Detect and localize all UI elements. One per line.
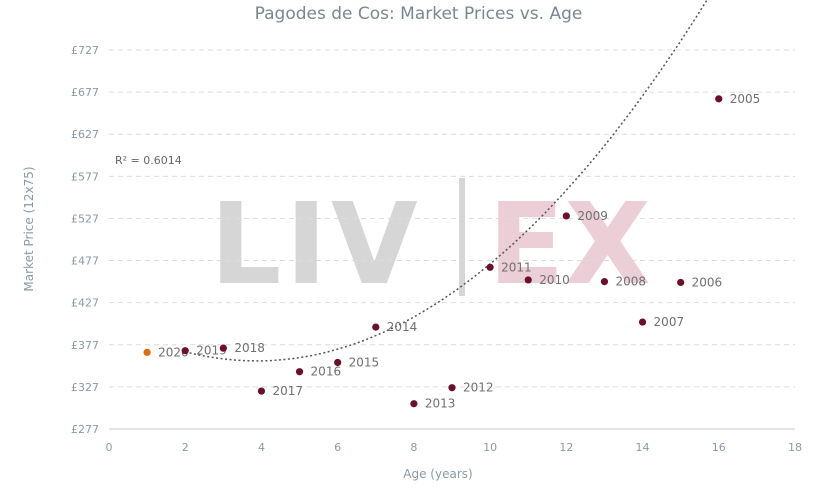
data-point	[219, 344, 227, 352]
x-tick-label: 2	[182, 441, 189, 454]
y-tick-label: £627	[71, 128, 99, 141]
data-label: 2015	[349, 355, 380, 369]
data-point	[334, 358, 342, 367]
data-point	[143, 348, 151, 356]
data-label: 2005	[730, 92, 761, 106]
trendline	[185, 0, 708, 362]
y-tick-label: £327	[71, 381, 99, 394]
data-label: 2014	[387, 320, 418, 334]
x-tick-label: 4	[258, 441, 265, 454]
x-tick-label: 10	[483, 441, 497, 454]
watermark: LIV EX	[210, 178, 651, 310]
x-tick-label: 16	[712, 441, 726, 454]
watermark-ex: EX	[488, 180, 651, 310]
data-label: 2008	[615, 275, 646, 289]
data-label: 2016	[311, 365, 342, 379]
axes: £277 £327 £377 £427 £477 £527 £577 £627 £677 £727…	[71, 44, 802, 454]
x-tick-label: 18	[788, 441, 802, 454]
data-label: 2018	[234, 341, 265, 355]
data-point	[562, 212, 570, 220]
y-tick-label: £277	[71, 423, 99, 436]
y-tick-label: £677	[71, 86, 99, 99]
x-axis-title: Age (years)	[403, 467, 472, 481]
data-point	[715, 95, 723, 103]
data-point	[638, 318, 647, 326]
x-tick-label: 0	[106, 441, 113, 454]
y-axis-title: Market Price (12x75)	[22, 166, 36, 291]
x-tick-label: 8	[410, 441, 417, 454]
data-point	[600, 278, 609, 286]
y-tick-label: £477	[71, 255, 99, 268]
data-point	[181, 347, 189, 355]
data-point	[257, 387, 266, 395]
data-point	[410, 400, 418, 408]
data-label: 2010	[539, 273, 570, 287]
data-point	[295, 368, 304, 376]
x-tick-label: 14	[636, 441, 650, 454]
data-point	[677, 278, 685, 287]
x-tick-label: 12	[559, 441, 573, 454]
data-points: 2020 2019 2018 2017 2016 2015 2014 2013 2012 2011…	[143, 92, 761, 411]
watermark-divider	[459, 178, 465, 296]
data-point	[524, 276, 532, 284]
data-point	[372, 323, 380, 331]
y-tick-label: £377	[71, 339, 99, 352]
data-label: 2009	[577, 209, 608, 223]
data-label: 2017	[272, 384, 303, 398]
r-squared-label: R² = 0.6014	[115, 154, 182, 167]
chart-title: Pagodes de Cos: Market Prices vs. Age	[254, 4, 583, 24]
data-point	[448, 384, 456, 392]
data-label: 2006	[692, 275, 723, 289]
y-tick-label: £577	[71, 170, 99, 183]
data-label: 2020	[158, 345, 189, 359]
data-label: 2019	[196, 344, 227, 358]
x-tick-label: 6	[334, 441, 341, 454]
y-tick-label: £527	[71, 212, 99, 225]
data-label: 2007	[654, 315, 685, 329]
data-label: 2013	[425, 397, 456, 411]
y-tick-label: £427	[71, 297, 99, 310]
data-label: 2012	[463, 381, 494, 395]
y-tick-label: £727	[71, 44, 99, 57]
data-point	[486, 263, 494, 271]
watermark-liv: LIV	[210, 180, 422, 310]
data-label: 2011	[501, 260, 532, 274]
grid-lines	[109, 49, 795, 388]
